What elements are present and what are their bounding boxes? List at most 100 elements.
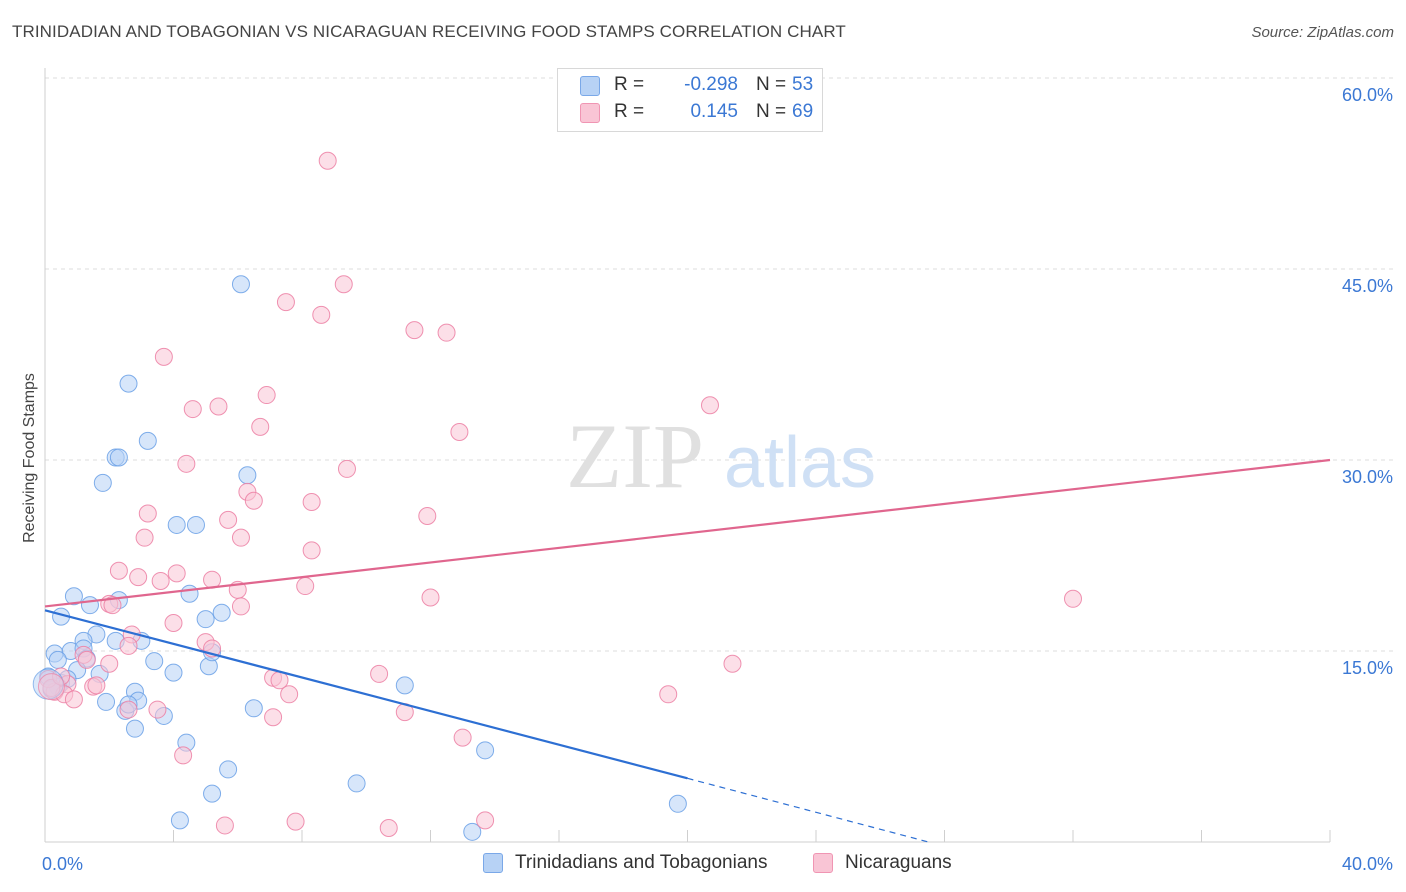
grid-lines <box>45 77 1395 652</box>
legend-swatch-nicaraguan <box>580 103 600 123</box>
y-tick-label: 60.0% <box>1342 85 1393 105</box>
point-trinidadian <box>97 692 116 711</box>
point-trinidadian <box>145 652 164 671</box>
point-nicaraguan <box>453 728 472 747</box>
point-nicaraguan <box>103 596 122 615</box>
point-nicaraguan <box>77 650 96 669</box>
legend-swatch-trinidadian <box>580 76 600 96</box>
point-nicaraguan <box>231 528 250 547</box>
point-nicaraguan <box>87 676 106 695</box>
point-trinidadian <box>80 596 99 615</box>
point-nicaraguan <box>257 386 276 405</box>
point-nicaraguan <box>437 323 456 342</box>
point-trinidadian <box>64 587 83 606</box>
point-nicaraguan <box>286 812 305 831</box>
point-nicaraguan <box>276 293 295 312</box>
legend-label-nicaraguan: Nicaraguans <box>845 852 952 873</box>
point-trinidadian <box>180 584 199 603</box>
y-tick-label: 30.0% <box>1342 467 1393 487</box>
point-nicaraguan <box>659 685 678 704</box>
point-nicaraguan <box>280 685 299 704</box>
legend-r-value: -0.298 <box>684 74 738 95</box>
point-nicaraguan <box>318 151 337 170</box>
point-nicaraguan <box>379 818 398 837</box>
point-nicaraguan <box>209 397 228 416</box>
trendline-trinidadian <box>44 609 688 780</box>
legend-n-label: N = <box>756 101 787 122</box>
x-tick-label: 40.0% <box>1342 854 1393 874</box>
point-nicaraguan <box>64 690 83 709</box>
point-trinidadian <box>347 774 366 793</box>
point-nicaraguan <box>138 504 157 523</box>
data-points <box>32 151 1082 841</box>
legend-r-label: R = <box>614 101 645 122</box>
watermark-atlas: atlas <box>724 423 876 503</box>
point-nicaraguan <box>334 275 353 294</box>
point-trinidadian <box>244 699 263 718</box>
point-trinidadian <box>125 719 144 738</box>
point-nicaraguan <box>723 654 742 673</box>
point-nicaraguan <box>177 454 196 473</box>
trendline-trinidadian-extrapolated <box>687 777 929 843</box>
point-nicaraguan <box>151 571 170 590</box>
point-trinidadian <box>196 610 215 629</box>
y-tick-label: 15.0% <box>1342 658 1393 678</box>
point-nicaraguan <box>418 507 437 526</box>
point-trinidadian <box>203 784 222 803</box>
point-trinidadian <box>231 275 250 294</box>
axes <box>44 68 1331 843</box>
point-nicaraguan <box>135 528 154 547</box>
legend-swatch-nicaraguan <box>813 853 833 873</box>
point-trinidadian <box>109 448 128 467</box>
legend-swatch-trinidadian <box>483 853 503 873</box>
point-nicaraguan <box>302 493 321 512</box>
point-nicaraguan <box>244 491 263 510</box>
point-nicaraguan <box>296 577 315 596</box>
trend-lines <box>44 458 1331 843</box>
y-tick-label: 45.0% <box>1342 276 1393 296</box>
point-trinidadian <box>138 431 157 450</box>
point-nicaraguan <box>337 459 356 478</box>
point-trinidadian <box>395 676 414 695</box>
legend-n-label: N = <box>756 74 787 95</box>
point-trinidadian <box>119 374 138 393</box>
point-trinidadian <box>476 741 495 760</box>
point-trinidadian <box>463 822 482 841</box>
legend-label-trinidadian: Trinidadians and Tobagonians <box>515 852 768 873</box>
tick-labels: 15.0% 30.0% 45.0% 60.0% 0.0% 40.0% <box>42 85 1393 874</box>
point-trinidadian <box>48 650 67 669</box>
point-nicaraguan <box>148 700 167 719</box>
point-trinidadian <box>164 663 183 682</box>
point-nicaraguan <box>421 588 440 607</box>
point-nicaraguan <box>119 636 138 655</box>
point-nicaraguan <box>215 816 234 835</box>
legend-n-value: 53 <box>792 74 814 95</box>
point-trinidadian <box>186 515 205 534</box>
point-nicaraguan <box>167 564 186 583</box>
point-cluster-nicaraguan <box>37 673 65 701</box>
source-credit: Source: ZipAtlas.com <box>1251 24 1394 41</box>
point-nicaraguan <box>231 597 250 616</box>
point-nicaraguan <box>450 422 469 441</box>
point-nicaraguan <box>164 613 183 632</box>
point-nicaraguan <box>1064 589 1082 608</box>
point-trinidadian <box>170 811 189 830</box>
point-nicaraguan <box>302 541 321 560</box>
point-nicaraguan <box>183 400 202 419</box>
point-nicaraguan <box>129 568 148 587</box>
point-trinidadian <box>212 603 231 622</box>
point-nicaraguan <box>119 700 138 719</box>
point-nicaraguan <box>370 664 389 683</box>
legend-n-value: 69 <box>792 101 814 122</box>
point-trinidadian <box>238 466 257 485</box>
point-trinidadian <box>668 794 687 813</box>
watermark: ZIP atlas <box>566 405 876 507</box>
stats-legend: R = -0.298 N = 53 R = 0.145 N = 69 <box>557 68 823 132</box>
point-nicaraguan <box>476 811 495 830</box>
watermark-zip: ZIP <box>566 405 704 507</box>
point-nicaraguan <box>174 746 193 765</box>
point-nicaraguan <box>109 561 128 580</box>
trendline-nicaraguan <box>44 458 1331 608</box>
x-tick-label: 0.0% <box>42 854 83 874</box>
